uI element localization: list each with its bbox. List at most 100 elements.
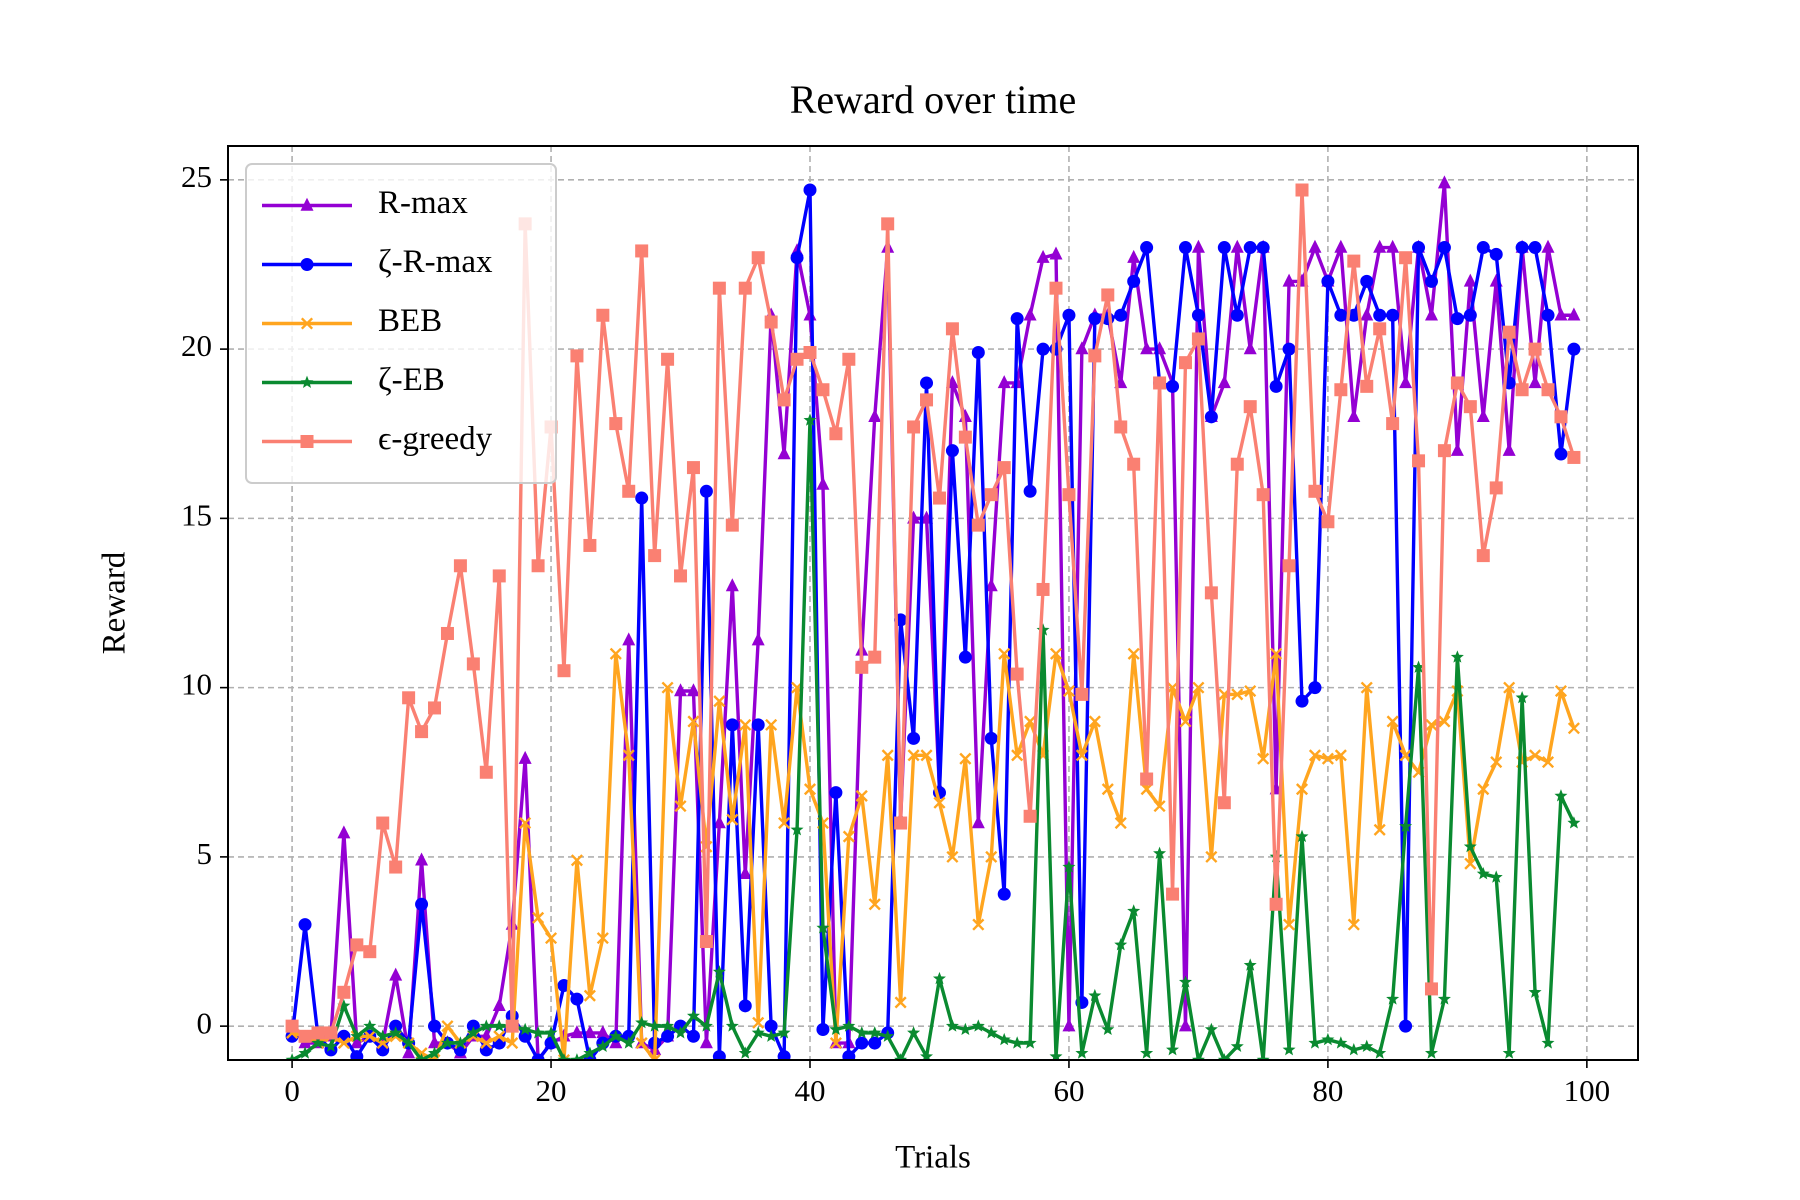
marker: [492, 998, 506, 1012]
marker: [1373, 823, 1386, 836]
marker: [622, 632, 636, 646]
marker: [1334, 239, 1348, 253]
marker: [1140, 341, 1154, 355]
marker: [1347, 918, 1360, 931]
marker: [778, 816, 791, 830]
legend-label: BEB: [378, 303, 442, 339]
marker: [764, 315, 778, 329]
marker: [816, 476, 830, 490]
marker: [803, 413, 817, 426]
marker: [311, 1036, 325, 1049]
series-line: [290, 181, 1574, 1060]
marker: [1204, 1022, 1218, 1036]
marker: [712, 1050, 726, 1060]
marker: [1347, 254, 1361, 268]
marker: [300, 197, 314, 211]
marker: [1295, 694, 1309, 708]
marker: [894, 996, 907, 1009]
marker: [725, 1019, 739, 1032]
marker: [402, 691, 416, 705]
marker: [479, 765, 493, 779]
marker: [1217, 1053, 1231, 1060]
marker: [674, 1026, 688, 1039]
marker: [1347, 409, 1361, 423]
marker: [674, 800, 687, 813]
marker: [1179, 715, 1192, 728]
marker: [997, 461, 1011, 475]
marker: [1062, 684, 1075, 698]
marker: [712, 815, 726, 829]
marker: [868, 409, 882, 423]
marker: [1334, 749, 1347, 762]
marker: [1554, 789, 1568, 802]
marker: [1334, 1036, 1348, 1049]
marker: [945, 444, 959, 458]
marker: [1127, 904, 1141, 917]
marker: [1243, 241, 1257, 255]
marker: [1308, 484, 1322, 498]
marker: [1424, 274, 1438, 288]
marker: [881, 1029, 895, 1042]
marker: [881, 749, 894, 762]
marker: [1256, 488, 1270, 502]
marker: [415, 1053, 429, 1060]
marker: [764, 1019, 778, 1033]
marker: [1360, 1039, 1374, 1052]
marker: [1023, 484, 1037, 498]
marker: [1386, 715, 1399, 728]
marker: [1295, 783, 1309, 796]
marker: [1308, 1036, 1322, 1049]
marker: [868, 1036, 882, 1050]
marker: [1049, 1049, 1063, 1060]
marker: [984, 731, 998, 745]
marker: [984, 578, 998, 592]
marker: [1088, 349, 1102, 363]
marker: [1075, 1046, 1089, 1059]
marker: [699, 1019, 713, 1032]
marker: [1243, 400, 1257, 414]
marker: [1269, 897, 1283, 911]
marker: [816, 383, 830, 397]
marker: [1425, 718, 1438, 731]
marker: [1217, 796, 1231, 810]
marker: [777, 446, 791, 460]
marker: [958, 1022, 972, 1036]
marker: [751, 718, 765, 732]
marker: [1036, 342, 1050, 356]
marker: [1217, 241, 1231, 255]
marker: [713, 695, 726, 708]
marker: [842, 830, 855, 843]
marker: [958, 650, 972, 664]
marker: [881, 217, 895, 231]
marker: [635, 491, 649, 505]
marker: [428, 1046, 442, 1059]
marker: [1463, 400, 1477, 414]
marker: [337, 999, 351, 1012]
marker: [376, 1029, 390, 1042]
marker: [907, 420, 921, 434]
marker: [1476, 241, 1490, 255]
marker: [725, 518, 739, 532]
marker: [946, 850, 959, 863]
marker: [1373, 239, 1387, 253]
marker: [1308, 239, 1322, 253]
legend-label: ζ-R-max: [378, 244, 493, 280]
x-tick-label: 40: [794, 1073, 825, 1108]
marker: [415, 725, 429, 739]
marker: [725, 578, 739, 592]
marker: [531, 559, 545, 573]
x-axis-label: Trials: [895, 1140, 971, 1176]
marker: [609, 1029, 623, 1042]
marker: [492, 569, 506, 583]
marker: [661, 681, 674, 694]
marker: [583, 989, 596, 1002]
marker: [389, 1026, 403, 1039]
marker: [855, 1026, 869, 1039]
marker: [1010, 1036, 1024, 1049]
marker: [816, 921, 830, 934]
marker: [1424, 307, 1438, 321]
marker: [1515, 383, 1529, 397]
marker: [738, 1046, 752, 1059]
marker: [1282, 1043, 1296, 1056]
marker: [1230, 457, 1244, 471]
